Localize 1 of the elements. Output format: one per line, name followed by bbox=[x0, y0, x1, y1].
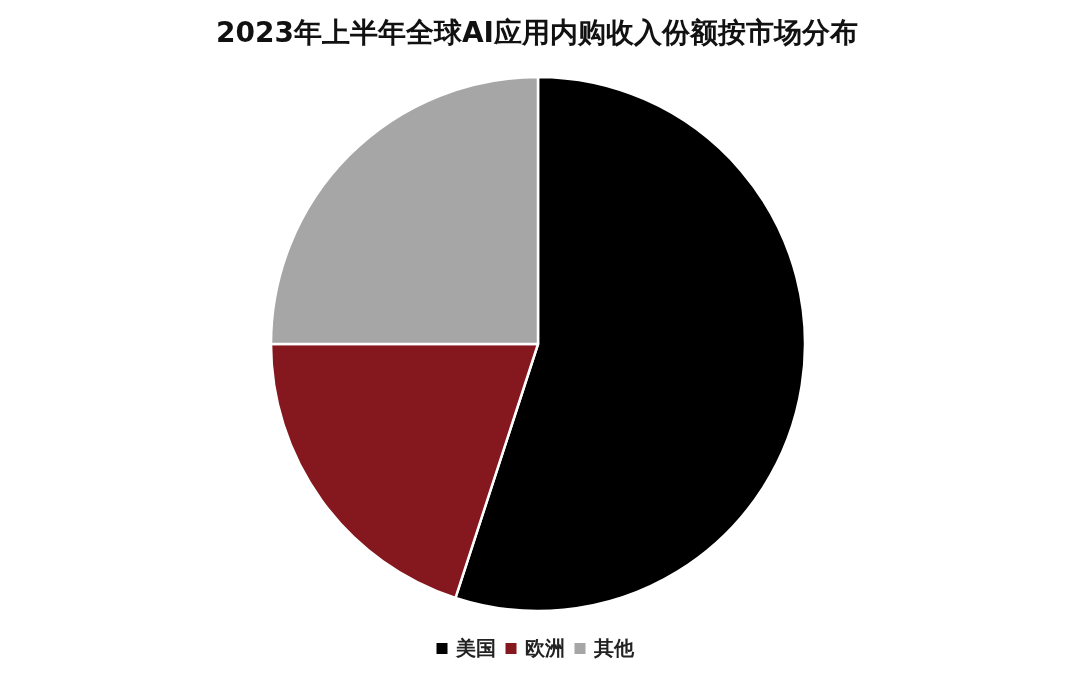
title: 2023年上半年全球AI应用内购收入份额按市场分布 bbox=[216, 16, 858, 49]
